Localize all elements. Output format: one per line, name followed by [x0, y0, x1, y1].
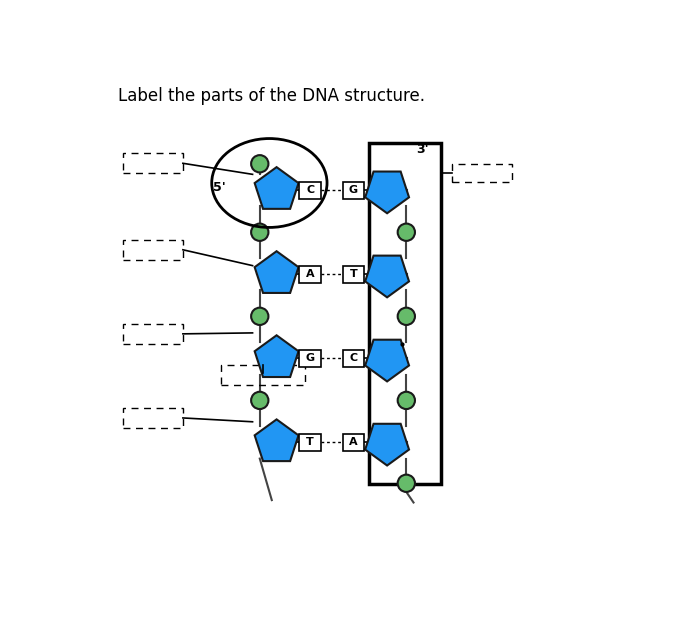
Bar	[123, 324, 183, 344]
Bar	[221, 364, 306, 385]
Bar	[342, 266, 364, 283]
Circle shape	[251, 392, 269, 409]
Bar	[123, 154, 183, 173]
Bar	[299, 350, 321, 367]
Bar	[342, 434, 364, 451]
Polygon shape	[365, 172, 409, 213]
Bar	[299, 266, 321, 283]
Text: C: C	[349, 353, 358, 363]
Text: 3': 3'	[416, 143, 429, 156]
Text: G: G	[306, 353, 315, 363]
Circle shape	[251, 155, 269, 172]
Bar	[299, 182, 321, 198]
Circle shape	[398, 308, 415, 325]
Text: 5': 5'	[212, 182, 225, 194]
Bar	[123, 240, 183, 260]
Text: Label the parts of the DNA structure.: Label the parts of the DNA structure.	[118, 87, 425, 105]
Text: C: C	[306, 185, 314, 195]
Polygon shape	[365, 424, 409, 466]
Polygon shape	[365, 256, 409, 298]
Circle shape	[251, 223, 269, 241]
Polygon shape	[255, 335, 299, 377]
Polygon shape	[255, 419, 299, 461]
Bar	[452, 163, 512, 182]
Polygon shape	[365, 339, 409, 381]
Bar	[123, 408, 183, 428]
Bar	[299, 434, 321, 451]
Bar	[342, 182, 364, 198]
Text: A: A	[306, 270, 314, 280]
Circle shape	[398, 475, 415, 492]
Circle shape	[251, 308, 269, 325]
Text: G: G	[349, 185, 358, 195]
Text: A: A	[349, 437, 358, 447]
Text: T: T	[306, 437, 314, 447]
Polygon shape	[255, 251, 299, 293]
Text: T: T	[349, 270, 358, 280]
Circle shape	[398, 392, 415, 409]
Bar	[342, 350, 364, 367]
Polygon shape	[255, 167, 299, 209]
Bar	[369, 143, 441, 484]
Circle shape	[398, 223, 415, 241]
